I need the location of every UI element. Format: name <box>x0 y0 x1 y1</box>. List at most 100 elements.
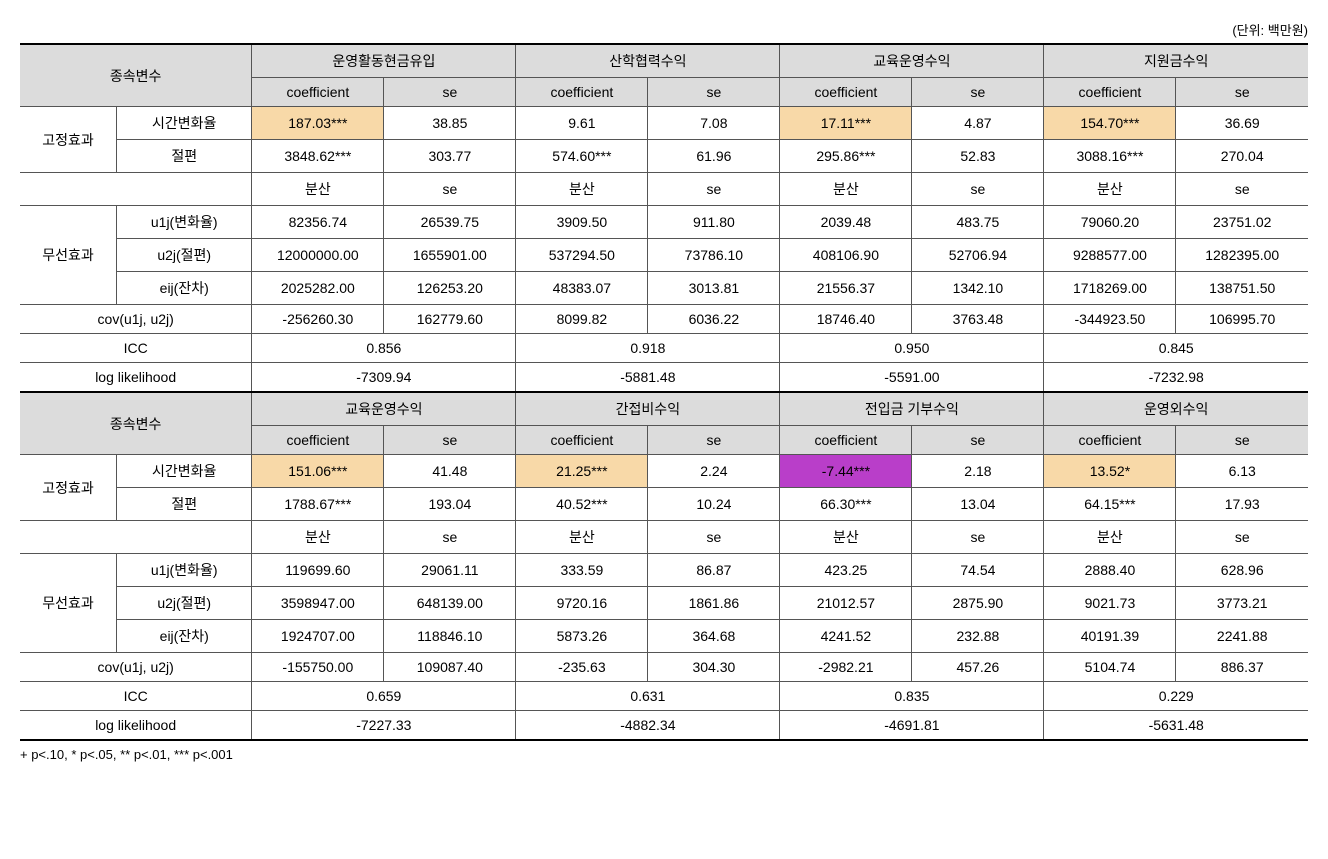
cell: 41.48 <box>384 455 516 488</box>
cell: 3013.81 <box>648 272 780 305</box>
sub-header: 분산 <box>252 173 384 206</box>
cell: 36.69 <box>1176 107 1308 140</box>
cell: 162779.60 <box>384 305 516 334</box>
table-row: eij(잔차) 1924707.00 118846.10 5873.26 364… <box>20 620 1308 653</box>
row-label: cov(u1j, u2j) <box>20 653 252 682</box>
table-row: 고정효과 시간변화율 187.03*** 38.85 9.61 7.08 17.… <box>20 107 1308 140</box>
cell: 119699.60 <box>252 554 384 587</box>
sub-header: coefficient <box>780 426 912 455</box>
unit-label: (단위: 백만원) <box>20 20 1308 39</box>
cell: 628.96 <box>1176 554 1308 587</box>
col-header: 운영외수익 <box>1044 392 1308 426</box>
table-row: cov(u1j, u2j) -155750.00 109087.40 -235.… <box>20 653 1308 682</box>
cell: 9288577.00 <box>1044 239 1176 272</box>
cell: 0.845 <box>1044 334 1308 363</box>
cell: 3598947.00 <box>252 587 384 620</box>
cell: 2888.40 <box>1044 554 1176 587</box>
table-row: ICC 0.659 0.631 0.835 0.229 <box>20 682 1308 711</box>
col-header: 지원금수익 <box>1044 44 1308 78</box>
cell: -7232.98 <box>1044 363 1308 393</box>
row-label: 시간변화율 <box>117 107 252 140</box>
cell: -7309.94 <box>252 363 516 393</box>
sub-header: 분산 <box>516 521 648 554</box>
cell: 79060.20 <box>1044 206 1176 239</box>
cell: 23751.02 <box>1176 206 1308 239</box>
cell: 4241.52 <box>780 620 912 653</box>
cell: 17.93 <box>1176 488 1308 521</box>
sub-header: se <box>912 173 1044 206</box>
cell: -7227.33 <box>252 711 516 741</box>
cell: 52706.94 <box>912 239 1044 272</box>
cell: 304.30 <box>648 653 780 682</box>
cell: 0.659 <box>252 682 516 711</box>
cell: 1788.67*** <box>252 488 384 521</box>
cell: 1718269.00 <box>1044 272 1176 305</box>
cell: 3848.62*** <box>252 140 384 173</box>
cell: 3088.16*** <box>1044 140 1176 173</box>
table-row: u2j(절편) 12000000.00 1655901.00 537294.50… <box>20 239 1308 272</box>
table-row: 무선효과 u1j(변화율) 82356.74 26539.75 3909.50 … <box>20 206 1308 239</box>
cell: 66.30*** <box>780 488 912 521</box>
row-label: eij(잔차) <box>117 272 252 305</box>
cell: 911.80 <box>648 206 780 239</box>
cell: 2241.88 <box>1176 620 1308 653</box>
sub-header: se <box>384 521 516 554</box>
sub-header: coefficient <box>252 78 384 107</box>
cell: 270.04 <box>1176 140 1308 173</box>
cell: 52.83 <box>912 140 1044 173</box>
cell: 18746.40 <box>780 305 912 334</box>
col-header: 산학협력수익 <box>516 44 780 78</box>
cell: 2.18 <box>912 455 1044 488</box>
sub-header: se <box>1176 426 1308 455</box>
cell: 106995.70 <box>1176 305 1308 334</box>
cell: 9.61 <box>516 107 648 140</box>
cell: 0.950 <box>780 334 1044 363</box>
cell: 457.26 <box>912 653 1044 682</box>
table-row: log likelihood -7309.94 -5881.48 -5591.0… <box>20 363 1308 393</box>
cell: 9021.73 <box>1044 587 1176 620</box>
stats-table: 종속변수 운영활동현금유입 산학협력수익 교육운영수익 지원금수익 coeffi… <box>20 43 1308 741</box>
cell: 3773.21 <box>1176 587 1308 620</box>
cell: 64.15*** <box>1044 488 1176 521</box>
empty-cell <box>20 173 252 206</box>
sub-header: se <box>912 521 1044 554</box>
cell: 3763.48 <box>912 305 1044 334</box>
cell: 118846.10 <box>384 620 516 653</box>
sub-header: 분산 <box>780 521 912 554</box>
cell: 21556.37 <box>780 272 912 305</box>
row-label: u2j(절편) <box>117 239 252 272</box>
sub-header: coefficient <box>1044 78 1176 107</box>
sub-header: se <box>384 78 516 107</box>
cell: -235.63 <box>516 653 648 682</box>
sub-header: se <box>384 426 516 455</box>
cell: -256260.30 <box>252 305 384 334</box>
cell: 1342.10 <box>912 272 1044 305</box>
cell: 2025282.00 <box>252 272 384 305</box>
cell: 138751.50 <box>1176 272 1308 305</box>
table-row: u2j(절편) 3598947.00 648139.00 9720.16 186… <box>20 587 1308 620</box>
table-row: log likelihood -7227.33 -4882.34 -4691.8… <box>20 711 1308 741</box>
cell: 38.85 <box>384 107 516 140</box>
col-header: 교육운영수익 <box>252 392 516 426</box>
cell: 40.52*** <box>516 488 648 521</box>
row-label: log likelihood <box>20 711 252 741</box>
cell: 2.24 <box>648 455 780 488</box>
cell: -5881.48 <box>516 363 780 393</box>
row-label: 고정효과 <box>20 455 117 521</box>
cell: 303.77 <box>384 140 516 173</box>
cell: 408106.90 <box>780 239 912 272</box>
sub-header: coefficient <box>252 426 384 455</box>
sub-header: se <box>912 426 1044 455</box>
table-row: ICC 0.856 0.918 0.950 0.845 <box>20 334 1308 363</box>
sub-header: se <box>648 426 780 455</box>
cell: 333.59 <box>516 554 648 587</box>
cell: 13.04 <box>912 488 1044 521</box>
cell: 1655901.00 <box>384 239 516 272</box>
cell: -4882.34 <box>516 711 780 741</box>
cell: 574.60*** <box>516 140 648 173</box>
cell: 187.03*** <box>252 107 384 140</box>
row-label: 무선효과 <box>20 554 117 653</box>
cell: 8099.82 <box>516 305 648 334</box>
cell: 3909.50 <box>516 206 648 239</box>
table-row: 분산 se 분산 se 분산 se 분산 se <box>20 521 1308 554</box>
